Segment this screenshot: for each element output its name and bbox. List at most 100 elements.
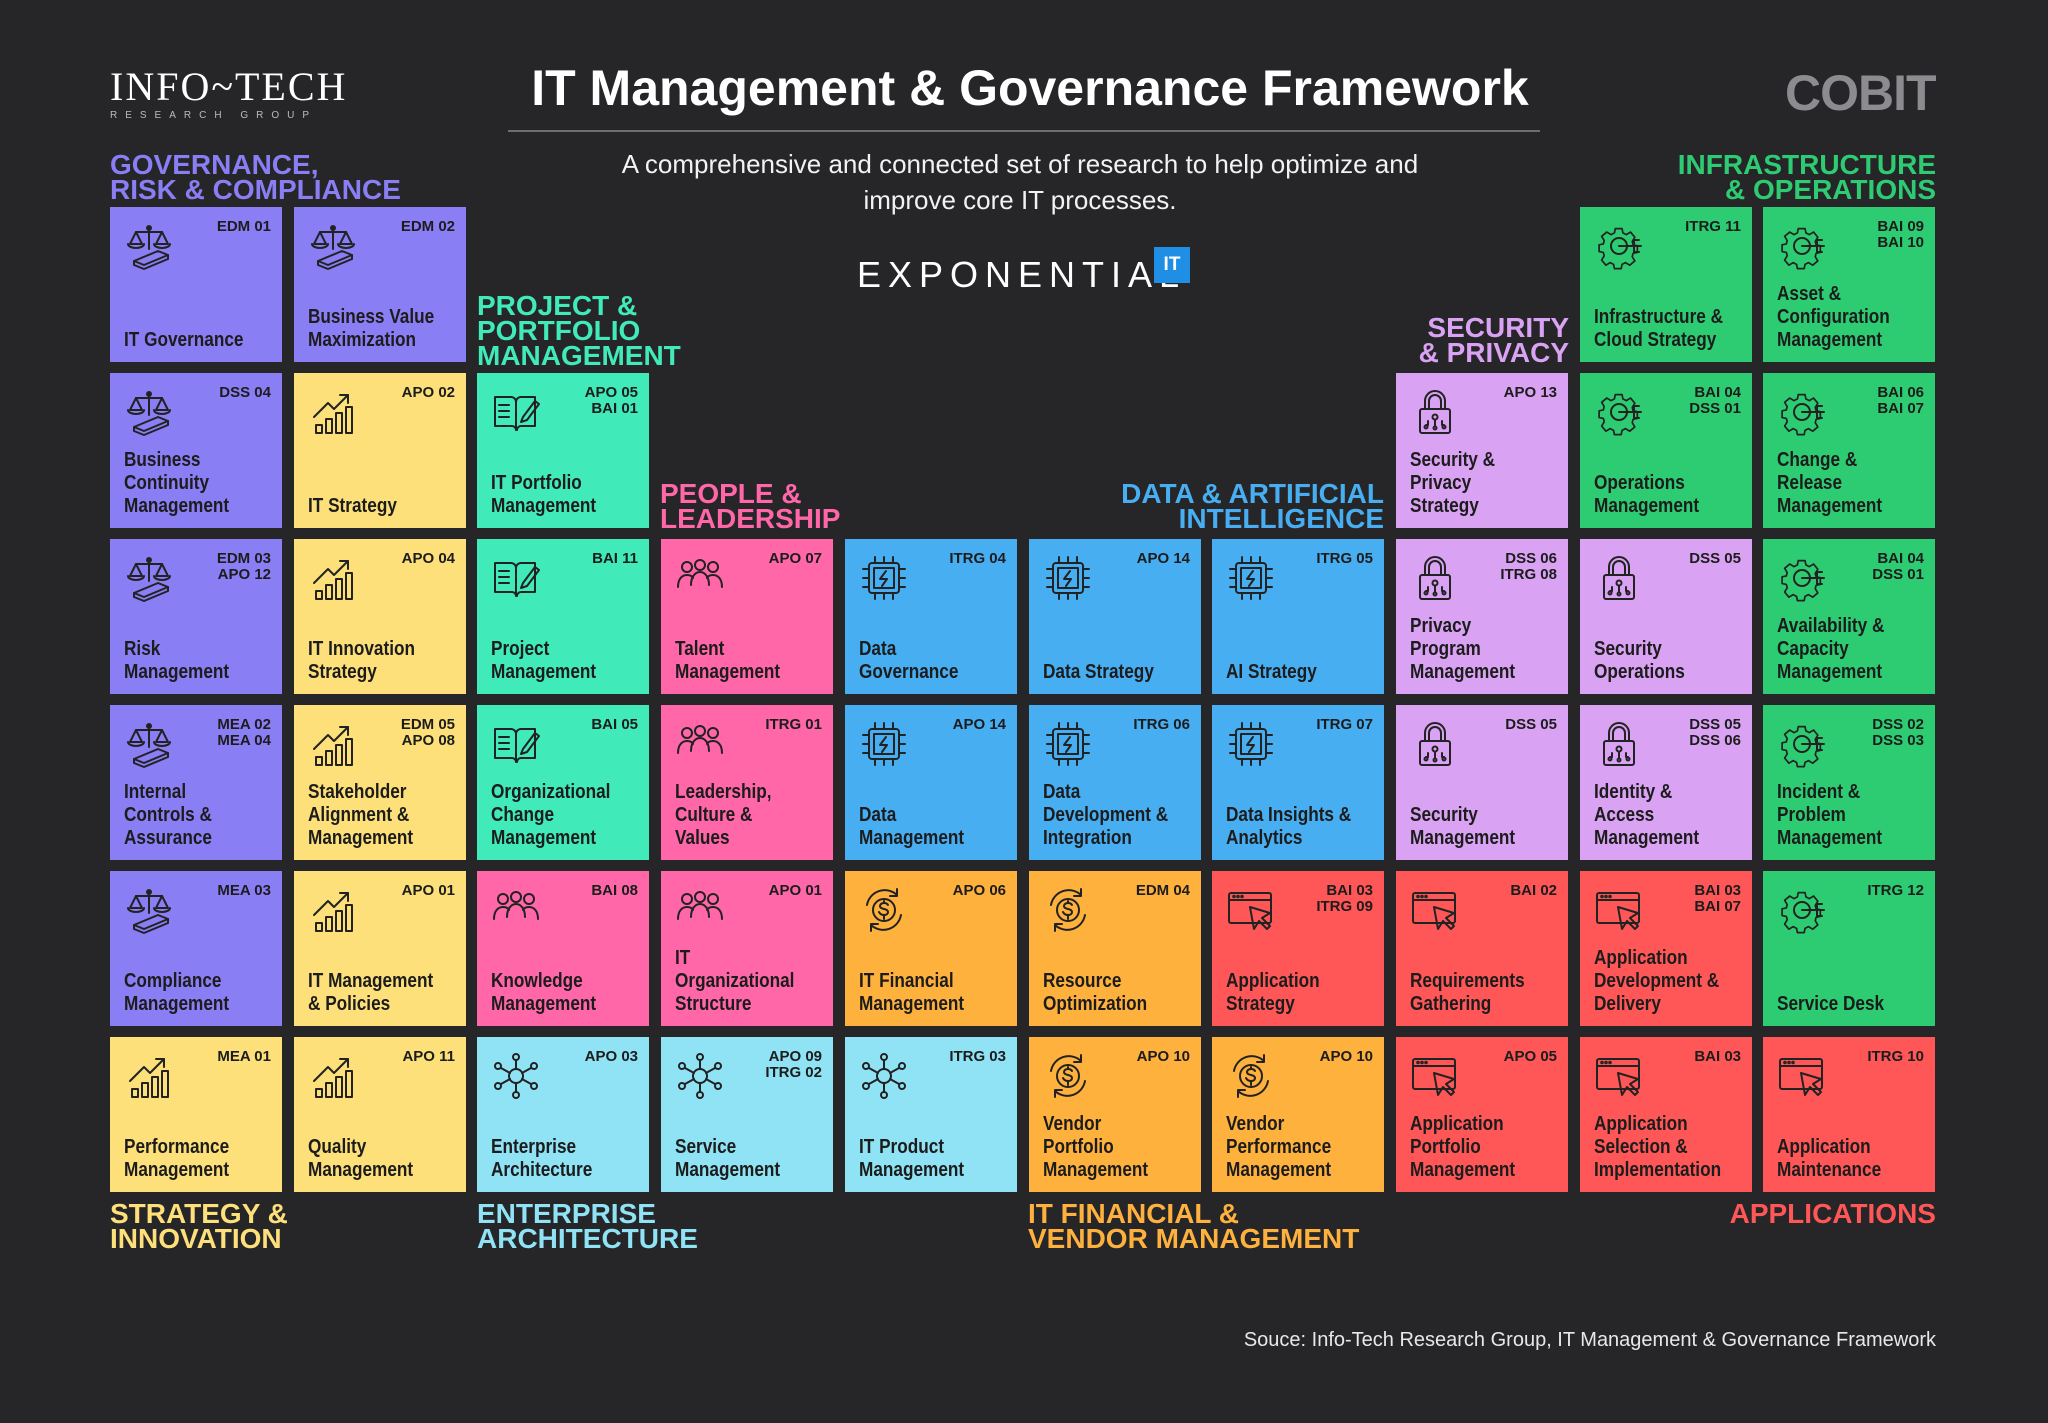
framework-tile[interactable]: APO 04 IT Innovation Strategy (294, 539, 466, 694)
tile-code: ITRG 01 (765, 716, 822, 733)
tile-code: ITRG 11 (1685, 218, 1741, 235)
framework-tile[interactable]: DSS 05 DSS 06 Identity & Access Managemen… (1580, 705, 1752, 860)
open-book-icon (491, 387, 541, 437)
tile-code: BAI 02 (1510, 882, 1557, 899)
app-window-cursor-icon (1594, 885, 1644, 935)
tile-name: Business Continuity Management (124, 449, 230, 517)
tile-code: EDM 01 (216, 218, 271, 235)
framework-tile[interactable]: EDM 01 IT Governance (110, 207, 282, 362)
tile-name: Data Strategy (1043, 661, 1154, 683)
network-hub-icon (859, 1051, 909, 1101)
framework-tile[interactable]: EDM 05 APO 08 Stakeholder Alignment & Man… (294, 705, 466, 860)
framework-tile[interactable]: BAI 03 ITRG 09 Application Strategy (1212, 871, 1384, 1026)
tile-name: Data Development & Integration (1043, 781, 1169, 849)
framework-tile[interactable]: BAI 11 Project Management (477, 539, 649, 694)
framework-tile[interactable]: MEA 01 Performance Management (110, 1037, 282, 1192)
framework-tile[interactable]: DSS 02 DSS 03 Incident & Problem Manageme… (1763, 705, 1935, 860)
tile-name: Operations Management (1594, 472, 1700, 517)
tile-name: IT Financial Management (859, 970, 965, 1015)
framework-tile[interactable]: BAI 05 Organizational Change Management (477, 705, 649, 860)
framework-tile[interactable]: ITRG 03 IT Product Management (845, 1037, 1017, 1192)
category-infrastructure: INFRASTRUCTURE & OPERATIONS (1677, 149, 1936, 205)
framework-tile[interactable]: APO 02 IT Strategy (294, 373, 466, 528)
framework-tile[interactable]: ITRG 12 Service Desk (1763, 871, 1935, 1026)
tile-code: APO 11 (402, 1048, 455, 1065)
gear-circuit-icon (1777, 387, 1827, 437)
tile-name: Application Strategy (1226, 970, 1320, 1015)
framework-tile[interactable]: BAI 04 DSS 01 Operations Management (1580, 373, 1752, 528)
framework-tile[interactable]: BAI 04 DSS 01 Availability & Capacity Man… (1763, 539, 1935, 694)
framework-tile[interactable]: APO 06 IT Financial Management (845, 871, 1017, 1026)
tile-code: APO 01 (768, 882, 822, 899)
tile-code: ITRG 03 (949, 1048, 1006, 1065)
framework-tile[interactable]: ITRG 06 Data Development & Integration (1029, 705, 1201, 860)
framework-tile[interactable]: DSS 05 Security Operations (1580, 539, 1752, 694)
framework-tile[interactable]: APO 05 Application Portfolio Management (1396, 1037, 1568, 1192)
framework-tile[interactable]: APO 01 IT Organizational Structure (661, 871, 833, 1026)
padlock-icon (1410, 719, 1460, 769)
network-hub-icon (491, 1051, 541, 1101)
framework-tile[interactable]: DSS 06 ITRG 08 Privacy Program Management (1396, 539, 1568, 694)
framework-tile[interactable]: BAI 02 Requirements Gathering (1396, 871, 1568, 1026)
tile-name: Security & Privacy Strategy (1410, 449, 1496, 517)
framework-tile[interactable]: ITRG 10 Application Maintenance (1763, 1037, 1935, 1192)
framework-tile[interactable]: MEA 02 MEA 04 Internal Controls & Assuran… (110, 705, 282, 860)
tile-name: Service Management (675, 1136, 781, 1181)
category-security: SECURITY & PRIVACY (1418, 312, 1569, 368)
framework-tile[interactable]: APO 09 ITRG 02 Service Management (661, 1037, 833, 1192)
framework-tile[interactable]: BAI 06 BAI 07 Change & Release Management (1763, 373, 1935, 528)
framework-tile[interactable]: APO 10 Vendor Performance Management (1212, 1037, 1384, 1192)
framework-tile[interactable]: BAI 03 Application Selection & Implementa… (1580, 1037, 1752, 1192)
tile-code: ITRG 05 (1316, 550, 1373, 567)
framework-tile[interactable]: APO 11 Quality Management (294, 1037, 466, 1192)
framework-tile[interactable]: ITRG 11 Infrastructure & Cloud Strategy (1580, 207, 1752, 362)
framework-tile[interactable]: DSS 05 Security Management (1396, 705, 1568, 860)
framework-tile[interactable]: EDM 04 Resource Optimization (1029, 871, 1201, 1026)
padlock-icon (1594, 553, 1644, 603)
framework-tile[interactable]: APO 01 IT Management & Policies (294, 871, 466, 1026)
tile-name: Change & Release Management (1777, 449, 1883, 517)
tile-code: APO 01 (401, 882, 455, 899)
framework-tile[interactable]: APO 14 Data Management (845, 705, 1017, 860)
framework-tile[interactable]: BAI 09 BAI 10 Asset & Configuration Manag… (1763, 207, 1935, 362)
tile-name: Data Insights & Analytics (1226, 804, 1352, 849)
category-financial: IT FINANCIAL & VENDOR MANAGEMENT (1028, 1198, 1360, 1254)
framework-tile[interactable]: APO 10 Vendor Portfolio Management (1029, 1037, 1201, 1192)
open-book-icon (491, 553, 541, 603)
framework-tile[interactable]: APO 07 Talent Management (661, 539, 833, 694)
tile-code: APO 14 (952, 716, 1006, 733)
framework-tile[interactable]: BAI 08 Knowledge Management (477, 871, 649, 1026)
framework-tile[interactable]: DSS 04 Business Continuity Management (110, 373, 282, 528)
tile-code: EDM 03 APO 12 (216, 550, 271, 583)
framework-tile[interactable]: EDM 03 APO 12 Risk Management (110, 539, 282, 694)
tile-code: MEA 03 (217, 882, 271, 899)
app-window-cursor-icon (1410, 1051, 1460, 1101)
scales-icon (308, 221, 358, 271)
framework-tile[interactable]: MEA 03 Compliance Management (110, 871, 282, 1026)
tile-code: APO 10 (1136, 1048, 1190, 1065)
people-group-icon (675, 553, 725, 603)
framework-tile[interactable]: ITRG 05 AI Strategy (1212, 539, 1384, 694)
tile-name: Quality Management (308, 1136, 414, 1181)
dollar-cycle-icon (859, 885, 909, 935)
framework-tile[interactable]: BAI 03 BAI 07 Application Development & D… (1580, 871, 1752, 1026)
framework-tile[interactable]: ITRG 07 Data Insights & Analytics (1212, 705, 1384, 860)
framework-tile[interactable]: EDM 02 Business Value Maximization (294, 207, 466, 362)
tile-name: Compliance Management (124, 970, 230, 1015)
network-hub-icon (675, 1051, 725, 1101)
framework-tile[interactable]: APO 05 BAI 01 IT Portfolio Management (477, 373, 649, 528)
logo-sub-text: RESEARCH GROUP (110, 110, 318, 121)
framework-tile[interactable]: ITRG 04 Data Governance (845, 539, 1017, 694)
framework-tile[interactable]: APO 14 Data Strategy (1029, 539, 1201, 694)
tile-name: Data Governance (859, 638, 959, 683)
framework-tile[interactable]: ITRG 01 Leadership, Culture & Values (661, 705, 833, 860)
tile-name: Availability & Capacity Management (1777, 615, 1885, 683)
tile-name: Data Management (859, 804, 965, 849)
category-enterprise: ENTERPRISE ARCHITECTURE (477, 1198, 698, 1254)
tile-code: ITRG 10 (1867, 1048, 1924, 1065)
framework-tile[interactable]: APO 03 Enterprise Architecture (477, 1037, 649, 1192)
framework-tile[interactable]: APO 13 Security & Privacy Strategy (1396, 373, 1568, 528)
tile-name: AI Strategy (1226, 661, 1317, 683)
gear-circuit-icon (1777, 719, 1827, 769)
tile-code: DSS 05 (1505, 716, 1557, 733)
